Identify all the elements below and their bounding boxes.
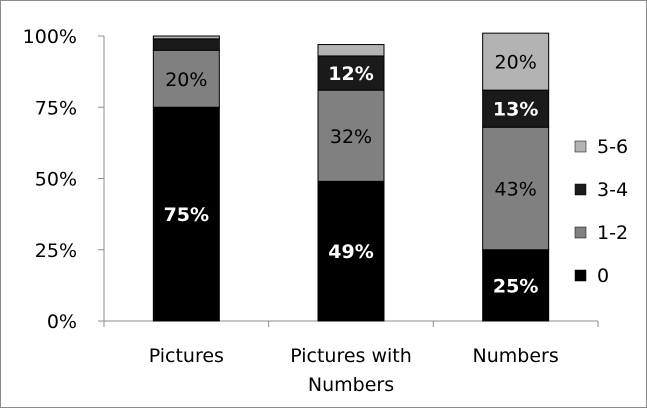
legend-swatch-0 [574, 269, 587, 282]
bars [152, 32, 550, 322]
data-labels: 75% 20% 49% 32% 12% 25% 43% 13% 20% [164, 52, 539, 298]
data-label: 20% [165, 69, 207, 91]
legend-swatch-5-6 [574, 140, 587, 153]
bar-segment-0 [317, 180, 385, 322]
y-tick-label: 75% [35, 97, 77, 119]
legend-swatch-3-4 [574, 183, 587, 196]
bar-segment-0 [482, 249, 550, 322]
legend-label: 0 [597, 265, 609, 287]
axes: 0% 25% 50% 75% 100% Pictures Pictures with Numb… [23, 26, 599, 396]
legend: 5-6 3-4 1-2 0 [574, 136, 628, 287]
bar-segment-5-6 [317, 44, 385, 57]
y-tick-label: 50% [35, 169, 77, 191]
category-label: Numbers [473, 345, 559, 367]
bar-segment-3-4 [482, 89, 550, 128]
legend-label: 1-2 [597, 222, 628, 244]
bar-segment-3-4 [152, 38, 220, 51]
bar-segment-5-6 [152, 35, 220, 40]
category-label: Pictures with [290, 345, 412, 367]
data-label: 25% [493, 275, 538, 297]
y-tick-label: 100% [23, 26, 77, 48]
data-label: 32% [330, 126, 372, 148]
bar-segment-0 [152, 106, 220, 322]
bar-segment-5-6 [482, 32, 550, 91]
y-tick-label: 0% [47, 311, 77, 333]
bar-segment-1-2 [152, 49, 220, 108]
data-label: 13% [493, 99, 538, 121]
legend-swatch-1-2 [574, 226, 587, 239]
category-label: Pictures [149, 345, 224, 367]
data-label: 75% [164, 204, 209, 226]
y-tick-label: 25% [35, 240, 77, 262]
data-label: 49% [328, 241, 373, 263]
bar-segment-1-2 [482, 126, 550, 251]
data-label: 12% [328, 63, 373, 85]
category-label: Numbers [308, 374, 394, 396]
data-label: 20% [495, 52, 537, 74]
data-label: 43% [495, 178, 537, 200]
legend-label: 3-4 [597, 179, 628, 201]
bar-segment-1-2 [317, 89, 385, 182]
legend-label: 5-6 [597, 136, 628, 158]
